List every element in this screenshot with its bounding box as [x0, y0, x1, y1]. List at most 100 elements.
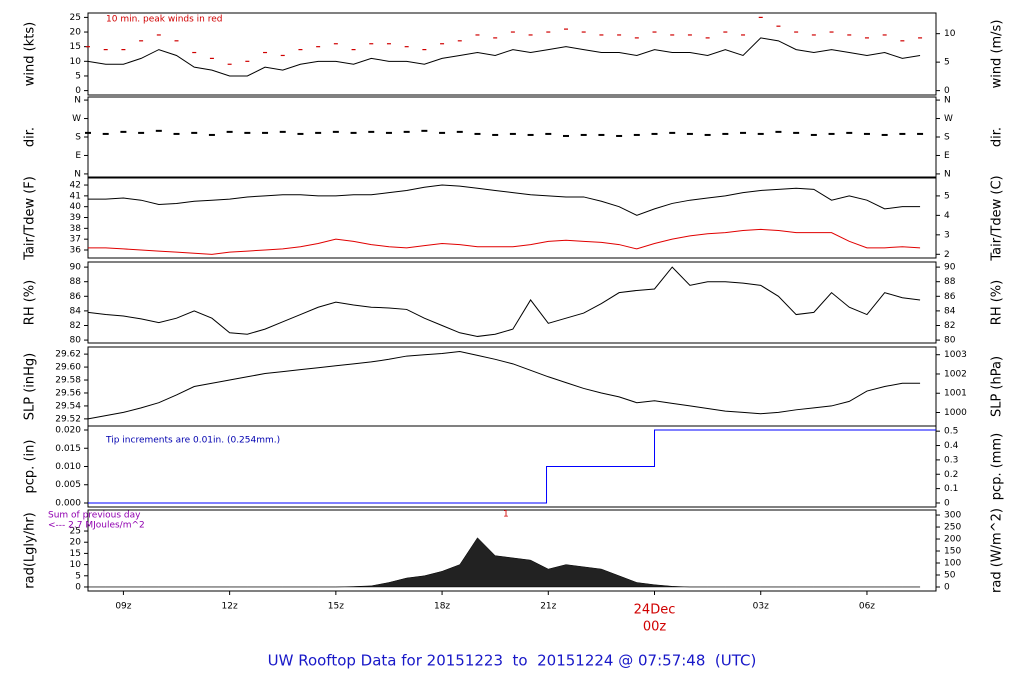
annotation: Sum of previous day [48, 511, 141, 521]
y2-tick-label: 300 [944, 511, 961, 521]
series-line [87, 266, 921, 337]
y2-tick-label: 250 [944, 523, 961, 533]
dir-point [368, 130, 375, 133]
panel-frame [87, 509, 937, 592]
dir-point [917, 132, 924, 135]
panel-frame [87, 346, 937, 427]
y2-tick-label: 5 [944, 58, 950, 68]
dir-point [262, 131, 269, 134]
series-line [88, 184, 921, 216]
y-tick-label: 29.54 [55, 401, 81, 411]
y2-tick-label: 1002 [944, 369, 967, 379]
y-tick-label: 0 [75, 582, 81, 592]
y2-tick-label: 88 [944, 277, 956, 287]
dir-point [350, 131, 357, 134]
y2-tick-label: 1000 [944, 408, 967, 418]
y2-axis-label: Tair/Tdew (C) [990, 175, 1005, 261]
panel-frame [87, 177, 937, 259]
y2-tick-label: 200 [944, 535, 961, 545]
y-tick-label: 80 [70, 336, 82, 346]
y2-tick-label: 2 [944, 250, 950, 260]
dir-point [85, 131, 91, 134]
y-tick-label: 15 [70, 549, 81, 559]
series-line [87, 351, 921, 420]
y-tick-label: 25 [70, 527, 81, 537]
y-tick-label: 37 [70, 235, 81, 245]
dir-point [315, 131, 322, 134]
dir-point [492, 133, 499, 136]
y-tick-label: 20 [70, 538, 82, 548]
y-tick-label: 82 [70, 321, 81, 331]
y-tick-label: 10 [70, 57, 82, 67]
y-tick-label: 29.58 [55, 376, 81, 386]
y2-axis-label: pcp. (mm) [990, 433, 1005, 500]
x-date-label: 24Dec [634, 603, 676, 618]
y2-axis-label: SLP (hPa) [990, 356, 1005, 417]
series-line [88, 228, 921, 255]
y2-tick-label: 50 [944, 571, 956, 581]
y2-tick-label: S [944, 133, 950, 143]
y-tick-label: N [74, 169, 81, 179]
dir-point [138, 131, 145, 134]
y2-tick-label: 1003 [944, 350, 967, 360]
y2-tick-label: 90 [944, 263, 956, 273]
dir-point [297, 132, 304, 135]
y2-tick-label: 0 [944, 582, 950, 592]
y2-tick-label: 0.1 [944, 484, 958, 494]
dir-point [102, 132, 109, 135]
y2-tick-label: 0.5 [944, 427, 958, 437]
y-tick-label: 84 [70, 306, 82, 316]
y-tick-label: 90 [70, 263, 82, 273]
y-tick-label: 10 [70, 560, 82, 570]
dir-point [509, 132, 516, 135]
x-tick-label: 03z [753, 602, 769, 612]
dir-point [120, 130, 127, 133]
dir-point [439, 131, 446, 134]
y-tick-label: 5 [75, 71, 81, 81]
y-axis-label: SLP (inHg) [23, 353, 38, 421]
dir-point [775, 130, 782, 133]
y2-tick-label: 150 [944, 547, 961, 557]
y2-tick-label: W [944, 114, 953, 124]
dir-point [669, 131, 676, 134]
y2-tick-label: 3 [944, 230, 950, 240]
dir-point [403, 130, 410, 133]
y-tick-label: W [72, 114, 81, 124]
dir-point [881, 133, 888, 136]
y-tick-label: 36 [70, 245, 82, 255]
x-tick-label: 18z [434, 602, 450, 612]
dir-point [332, 130, 339, 133]
y2-tick-label: 4 [944, 211, 950, 221]
y-tick-label: 25 [70, 13, 81, 23]
y-tick-label: 0.005 [55, 480, 81, 490]
dir-point [828, 132, 835, 135]
y2-axis-label: RH (%) [990, 280, 1005, 325]
y-axis-label: wind (kts) [23, 22, 38, 86]
y-axis-label: RH (%) [23, 280, 38, 325]
dir-point [244, 131, 251, 134]
dir-point [757, 132, 764, 135]
y2-tick-label: N [944, 169, 951, 179]
y2-tick-label: 0.4 [944, 441, 959, 451]
y-tick-label: 0 [75, 86, 81, 96]
y2-tick-label: 100 [944, 559, 961, 569]
dir-point [191, 131, 198, 134]
series-line [87, 37, 921, 77]
dir-point [740, 131, 747, 134]
y2-tick-label: 10 [944, 29, 956, 39]
dir-point [545, 132, 552, 135]
y-tick-label: N [74, 96, 81, 106]
y2-axis-label: rad (W/m^2) [990, 508, 1005, 593]
y2-tick-label: 5 [944, 191, 950, 201]
y2-tick-label: 1001 [944, 389, 967, 399]
y2-tick-label: N [944, 96, 951, 106]
x-tick-label: 21z [540, 602, 556, 612]
y-tick-label: 29.52 [55, 414, 81, 424]
y-tick-label: 5 [75, 571, 81, 581]
radiation-area [88, 537, 921, 588]
x-tick-label: 12z [222, 602, 238, 612]
dir-point [704, 133, 711, 136]
dir-point [598, 133, 605, 136]
